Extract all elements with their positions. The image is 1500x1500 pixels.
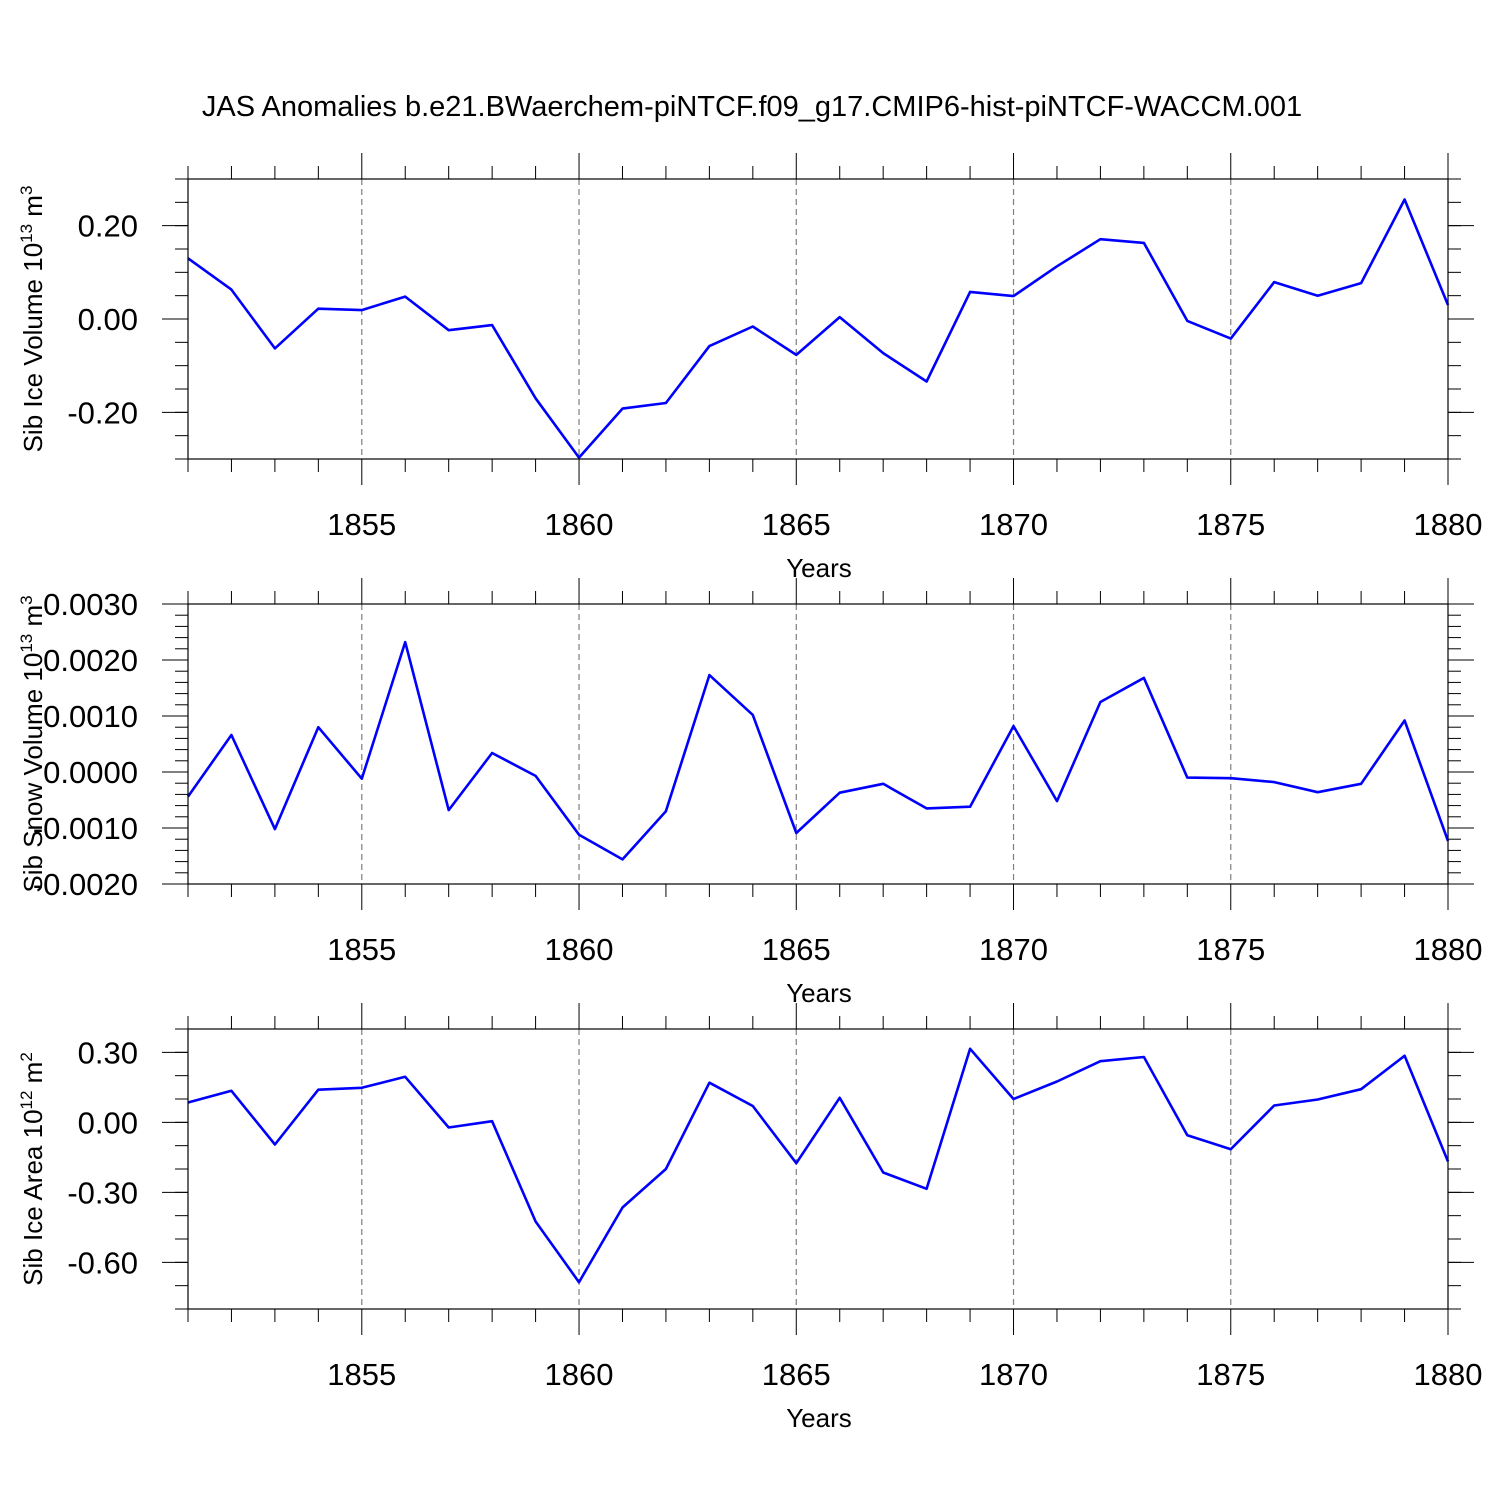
xlabel-snow-volume: Years: [786, 978, 852, 1008]
ylabel-ice-volume: Sib Ice Volume 1013 m3: [17, 186, 48, 453]
series-line-ice-area: [187, 1047, 1450, 1284]
tick-labels-snow-volume: 1855 1860 1865 1870 1875 1880 -0.0020 -0.0010 0.…: [33, 587, 1483, 967]
ylabel-ice-area: Sib Ice Area 1012 m2: [17, 1052, 48, 1286]
xtick-label-1880: 1880: [1414, 1357, 1483, 1392]
xlabel-ice-area: Years: [786, 1403, 852, 1433]
xtick-label-1875: 1875: [1196, 932, 1265, 967]
ytick-label: -0.0020: [33, 867, 138, 902]
series-line-snow-volume: [186, 640, 1450, 861]
ytick-label: 0.00: [78, 1105, 138, 1140]
ytick-label: -0.0010: [33, 811, 138, 846]
panel-snow-volume: Sib Snow Volume 1013 m3 Years 1855 1860 18…: [17, 578, 1482, 1008]
xtick-label-1860: 1860: [545, 1357, 614, 1392]
plot-frame-ice-volume: [187, 178, 1449, 460]
xtick-label-1875: 1875: [1196, 1357, 1265, 1392]
plot-frame-snow-volume: [187, 603, 1449, 885]
ytick-label: 0.0020: [43, 643, 138, 678]
ytick-label: -0.60: [67, 1245, 138, 1280]
ytick-label: 0.0010: [43, 699, 138, 734]
xtick-label-1860: 1860: [545, 932, 614, 967]
xtick-label-1870: 1870: [979, 507, 1048, 542]
xtick-label-1870: 1870: [979, 932, 1048, 967]
xtick-label-1880: 1880: [1414, 507, 1483, 542]
tick-labels-ice-area: 1855 1860 1865 1870 1875 1880 -0.60 -0.30 0.00 0.…: [67, 1035, 1482, 1392]
plot-frame-ice-area: [187, 1028, 1449, 1310]
ytick-label: 0.00: [78, 302, 138, 337]
tick-labels-ice-volume: 1855 1860 1865 1870 1875 1880 -0.20 0.00 0.20: [67, 209, 1482, 542]
xtick-label-1880: 1880: [1414, 932, 1483, 967]
panel-ice-area: Sib Ice Area 1012 m2 Years 1855 1860 1865 1…: [17, 1003, 1482, 1433]
ticks-ice-volume: [162, 153, 1474, 485]
xtick-label-1865: 1865: [762, 1357, 831, 1392]
ticks-snow-volume: [162, 578, 1474, 910]
xtick-label-1870: 1870: [979, 1357, 1048, 1392]
series-line-ice-volume: [187, 198, 1450, 459]
ytick-label: 0.20: [78, 209, 138, 244]
ytick-label: -0.20: [67, 395, 138, 430]
ytick-label: 0.0000: [43, 755, 138, 790]
xtick-label-1855: 1855: [327, 507, 396, 542]
panel-ice-volume: Sib Ice Volume 1013 m3 Years 1855 1860 186…: [17, 153, 1482, 583]
xtick-label-1855: 1855: [327, 1357, 396, 1392]
ytick-label: 0.30: [78, 1035, 138, 1070]
xtick-label-1860: 1860: [545, 507, 614, 542]
ytick-label: 0.0030: [43, 587, 138, 622]
xtick-label-1855: 1855: [327, 932, 396, 967]
ytick-label: -0.30: [67, 1175, 138, 1210]
xtick-label-1865: 1865: [762, 507, 831, 542]
xlabel-ice-volume: Years: [786, 553, 852, 583]
chart-title: JAS Anomalies b.e21.BWaerchem-piNTCF.f09…: [202, 91, 1302, 123]
ylabel-snow-volume: Sib Snow Volume 1013 m3: [17, 595, 48, 892]
ticks-ice-area: [162, 1003, 1474, 1335]
xtick-label-1865: 1865: [762, 932, 831, 967]
grid-ice-area: [361, 1029, 1232, 1309]
xtick-label-1875: 1875: [1196, 507, 1265, 542]
grid-snow-volume: [361, 604, 1232, 884]
grid-ice-volume: [361, 179, 1232, 459]
